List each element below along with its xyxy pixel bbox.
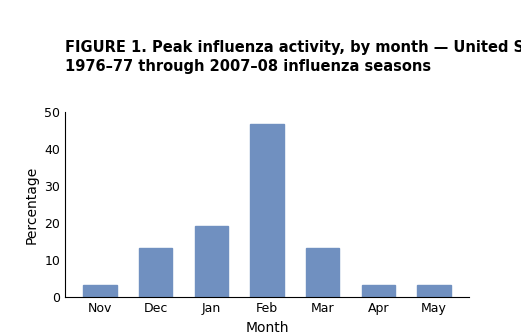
X-axis label: Month: Month — [245, 321, 289, 334]
Bar — [250, 124, 284, 297]
Bar — [139, 248, 172, 297]
Bar — [417, 286, 451, 297]
Y-axis label: Percentage: Percentage — [24, 166, 39, 244]
Bar — [306, 248, 339, 297]
Bar — [83, 286, 117, 297]
Bar — [362, 286, 395, 297]
Bar — [195, 225, 228, 297]
Text: FIGURE 1. Peak influenza activity, by month — United States,
1976–77 through 200: FIGURE 1. Peak influenza activity, by mo… — [65, 40, 521, 74]
